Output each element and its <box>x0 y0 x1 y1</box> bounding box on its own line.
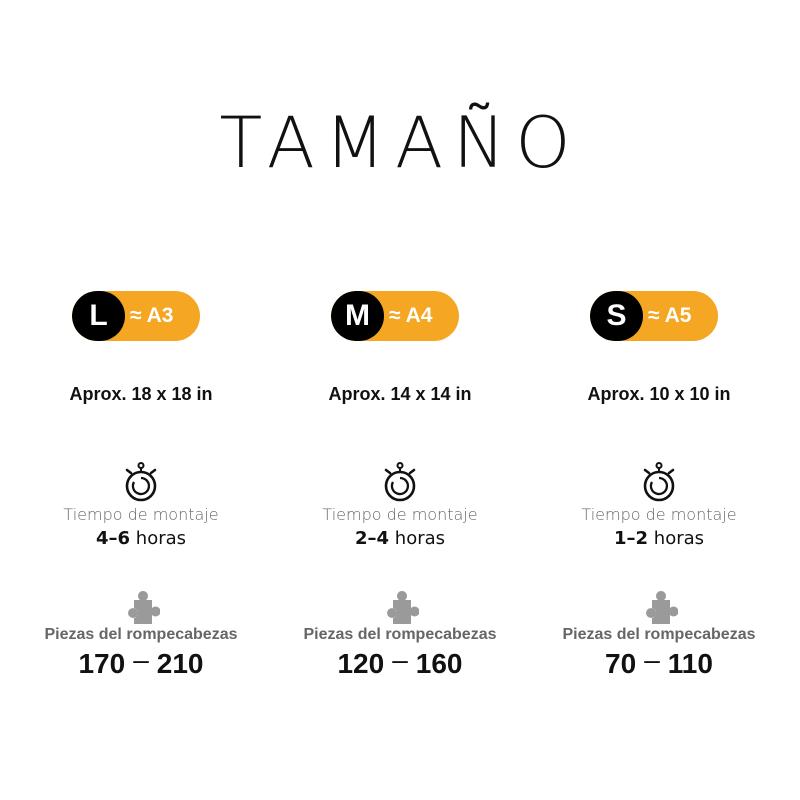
assembly-time-value: 2–4 horas <box>354 528 446 549</box>
size-badge: L ≈ A3 <box>72 291 200 341</box>
stopwatch-icon <box>125 462 157 502</box>
dimensions: Aprox. 18 x 18 in <box>69 384 213 404</box>
assembly-time-value: 1–2 horas <box>613 528 705 549</box>
size-letter: S <box>590 291 643 341</box>
pieces-label: Piezas del rompecabezas <box>44 626 238 643</box>
page-title: TAMAÑO <box>219 102 581 184</box>
dimensions: Aprox. 14 x 14 in <box>328 384 472 404</box>
puzzle-piece-icon <box>646 591 678 624</box>
size-badge: M ≈ A4 <box>331 291 459 341</box>
puzzle-piece-icon <box>387 591 419 624</box>
size-badge: S ≈ A5 <box>590 291 718 341</box>
size-letter: M <box>331 291 384 341</box>
assembly-time-value: 4–6 horas <box>95 528 187 549</box>
puzzle-piece-icon <box>128 591 160 624</box>
paper-equivalent: ≈ A3 <box>130 304 174 327</box>
pieces-range: 70–110 <box>605 644 713 679</box>
pieces-range: 170–210 <box>78 644 204 679</box>
stopwatch-icon <box>384 462 416 502</box>
pieces-label: Piezas del rompecabezas <box>303 626 497 643</box>
assembly-time-label: Tiempo de montaje <box>581 505 737 524</box>
size-letter: L <box>72 291 125 341</box>
assembly-time-label: Tiempo de montaje <box>322 505 478 524</box>
pieces-label: Piezas del rompecabezas <box>562 626 756 643</box>
paper-equivalent: ≈ A5 <box>648 304 692 327</box>
paper-equivalent: ≈ A4 <box>389 304 433 327</box>
stopwatch-icon <box>643 462 675 502</box>
assembly-time-label: Tiempo de montaje <box>63 505 219 524</box>
dimensions: Aprox. 10 x 10 in <box>587 384 731 404</box>
pieces-range: 120–160 <box>337 644 463 679</box>
